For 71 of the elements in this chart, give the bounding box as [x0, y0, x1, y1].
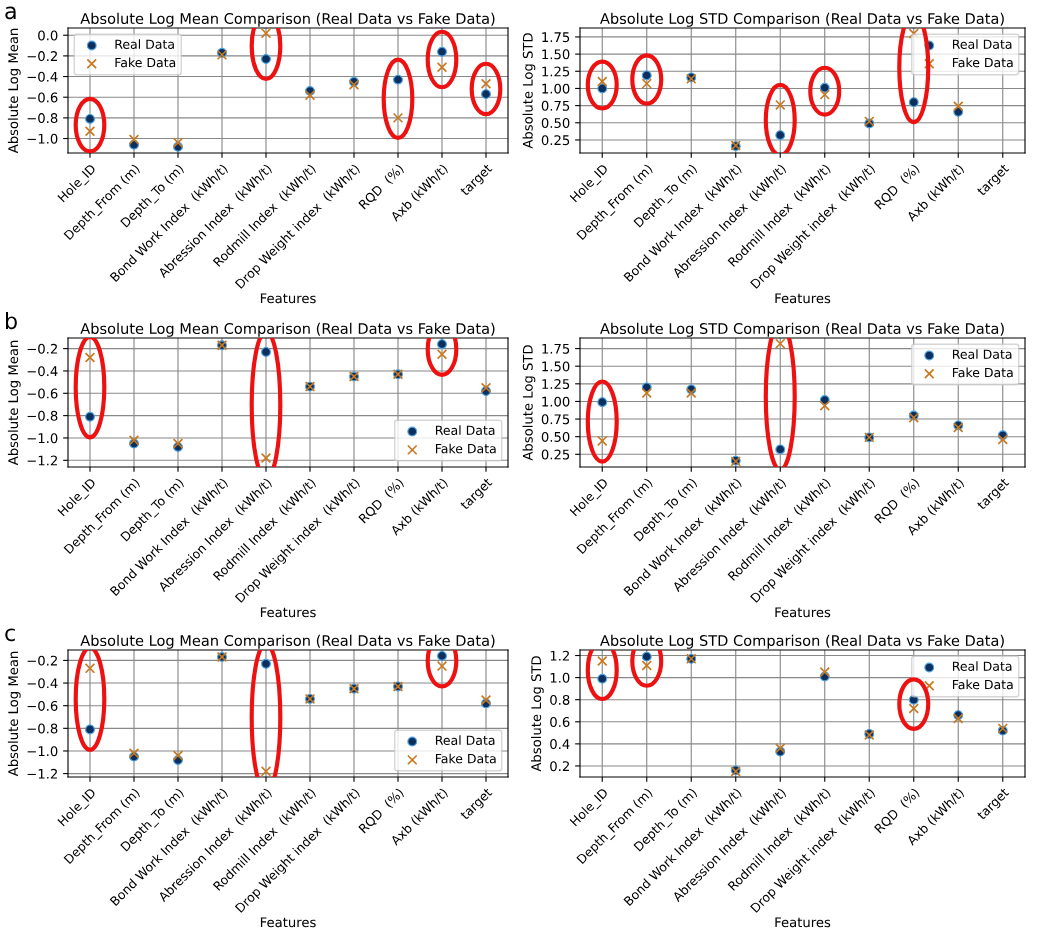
y-axis-title: Absolute Log Mean: [7, 340, 21, 466]
y-tick-label: 0.6: [550, 717, 570, 727]
y-tick-label: 1.50: [542, 361, 570, 372]
y-axis-title: Absolute Log STD: [522, 345, 536, 461]
y-tick-label: 1.75: [542, 343, 570, 354]
y-tick-label: −1.0: [27, 133, 58, 144]
x-axis-title: Features: [775, 293, 831, 304]
y-tick-label: 0.4: [550, 739, 570, 750]
chart-title: Absolute Log Mean Comparison (Real Data vs Fake Data): [80, 322, 495, 337]
legend-label: Fake Data: [952, 57, 1013, 68]
chart-title: Absolute Log STD Comparison (Real Data vs Fake Data): [600, 322, 1004, 337]
y-tick-label: 1.25: [542, 66, 570, 77]
y-tick-label: −0.8: [27, 723, 58, 734]
x-axis-title: Features: [260, 293, 316, 304]
y-tick-label: 0.25: [541, 135, 570, 146]
y-tick-label: 1.0: [550, 672, 570, 683]
y-axis-title: Absolute Log STD: [530, 656, 544, 772]
y-tick-label: −0.8: [27, 113, 58, 124]
legend-label: Fake Data: [952, 367, 1013, 378]
legend-label: Real Data: [952, 661, 1012, 671]
legend-label: Real Data: [435, 735, 495, 745]
legend-label: Fake Data: [952, 679, 1013, 690]
y-axis-title: Absolute Log Mean: [7, 28, 21, 154]
y-tick-label: 0.75: [541, 100, 570, 111]
y-tick-label: 0.0: [38, 30, 58, 41]
y-tick-label: 0.75: [541, 414, 570, 425]
x-axis-title: Features: [260, 607, 316, 618]
y-tick-label: 1.00: [542, 83, 570, 94]
y-tick-label: −1.2: [27, 768, 57, 779]
y-tick-label: 1.2: [550, 650, 569, 661]
text: b: [6, 312, 17, 330]
text: c: [5, 628, 15, 642]
y-tick-label: 1.75: [542, 32, 570, 43]
chart-title: Absolute Log Mean Comparison (Real Data vs Fake Data): [80, 12, 495, 27]
chart-title: Absolute Log Mean Comparison (Real Data vs Fake Data): [80, 634, 495, 649]
y-tick-label: −0.6: [27, 92, 58, 103]
y-axis-title: Absolute Log Mean: [7, 651, 21, 777]
y-tick-label: 0.2: [550, 761, 569, 772]
y-tick-label: 0.25: [541, 449, 570, 460]
y-tick-label: −1.2: [27, 455, 57, 466]
legend-label: Real Data: [115, 39, 174, 49]
y-tick-label: 0.50: [541, 431, 570, 442]
y-tick-label: −0.6: [27, 388, 58, 399]
x-axis-title: Features: [775, 607, 831, 618]
chart-title: Absolute Log STD Comparison (Real Data vs Fake Data): [600, 634, 1004, 649]
y-tick-label: −0.8: [27, 410, 58, 421]
chart-title: Absolute Log STD Comparison (Real Data vs Fake Data): [600, 12, 1004, 27]
y-tick-label: −0.2: [27, 343, 57, 354]
y-tick-label: −1.0: [27, 746, 58, 757]
y-tick-label: −0.2: [27, 655, 57, 666]
legend-label: Fake Data: [115, 57, 176, 68]
y-tick-label: 1.50: [542, 49, 570, 60]
y-tick-label: −0.4: [27, 366, 58, 377]
x-axis-title: Features: [260, 917, 316, 928]
y-axis-title: Absolute Log STD: [522, 33, 536, 149]
legend-label: Real Data: [952, 349, 1012, 359]
y-tick-label: 0.50: [541, 118, 570, 128]
y-tick-label: 1.00: [542, 396, 570, 407]
legend-label: Fake Data: [435, 443, 496, 454]
y-tick-label: −0.4: [27, 71, 58, 82]
y-tick-label: −0.6: [27, 700, 58, 711]
legend-label: Fake Data: [435, 753, 496, 764]
text: a: [5, 6, 16, 20]
y-tick-label: −0.2: [27, 51, 57, 62]
legend-label: Real Data: [952, 39, 1012, 49]
legend-label: Real Data: [435, 425, 495, 435]
y-tick-label: −0.4: [27, 678, 58, 689]
y-tick-label: −1.0: [27, 433, 58, 444]
y-tick-label: 0.8: [550, 694, 570, 705]
x-axis-title: Features: [775, 917, 831, 928]
y-tick-label: 1.25: [542, 379, 570, 390]
